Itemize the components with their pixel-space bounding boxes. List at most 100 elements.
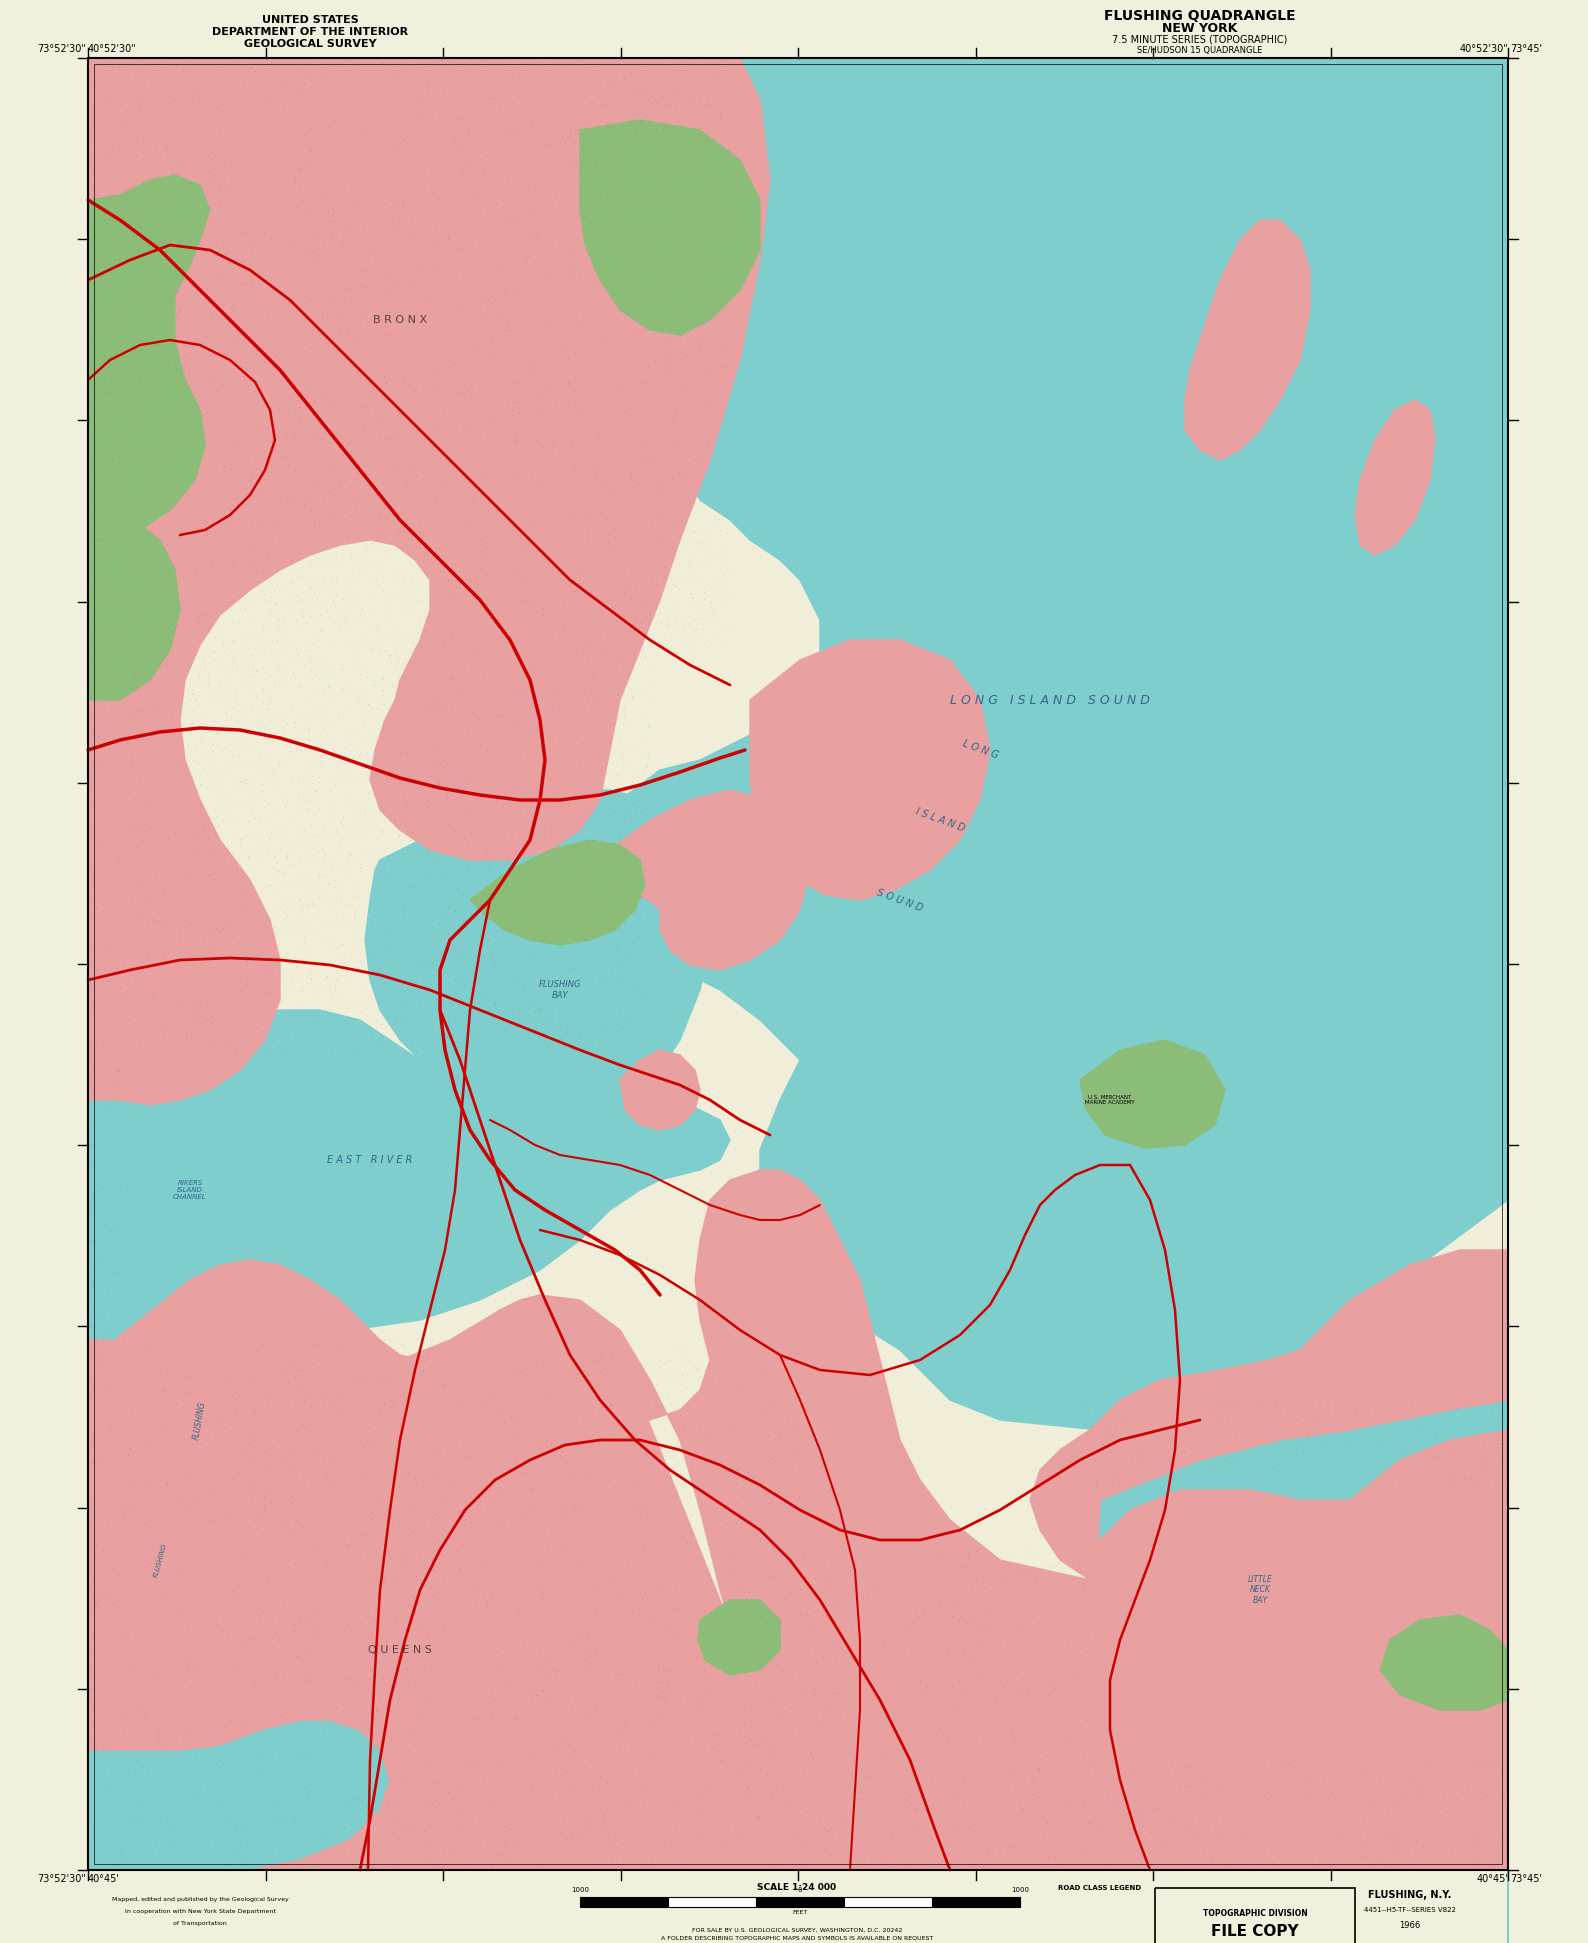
Point [346,200,372,231]
Point [76,1028,102,1059]
Point [83,66,108,97]
Point [673,136,699,167]
Point [241,1706,267,1737]
Point [84,1327,110,1358]
Point [272,159,297,190]
Point [319,563,345,595]
Point [495,202,521,233]
Point [354,272,380,303]
Point [503,1405,529,1436]
Point [534,758,559,789]
Point [1143,1832,1169,1863]
Point [468,422,494,453]
Point [667,51,692,82]
Point [707,503,732,534]
Point [691,614,716,645]
Point [456,1576,481,1607]
Point [86,649,111,680]
Point [225,1572,251,1603]
Point [688,1747,713,1778]
Point [75,630,100,661]
Point [457,1428,483,1459]
Point [121,752,146,783]
Point [383,1032,408,1063]
Point [340,204,365,235]
Point [224,1411,249,1442]
Point [634,1022,659,1053]
Point [581,229,607,260]
Point [337,938,362,970]
Point [394,1036,419,1067]
Point [742,1541,767,1572]
Point [272,1523,297,1554]
Point [686,595,711,626]
Point [453,1797,478,1828]
Point [270,1784,295,1815]
Point [197,251,222,282]
Point [183,241,208,272]
Point [634,983,659,1014]
Point [283,962,308,993]
Point [588,1407,613,1438]
Point [291,1663,316,1694]
Point [335,1364,360,1395]
Point [373,766,399,797]
Point [392,863,418,894]
Point [1088,1448,1113,1479]
Point [238,1739,264,1770]
Point [653,76,678,107]
Point [184,1034,210,1065]
Point [283,1615,308,1646]
Point [576,1504,602,1535]
Point [79,1813,105,1844]
Point [386,278,411,309]
Point [1132,1463,1158,1494]
Point [1135,1434,1161,1465]
Point [981,1683,1007,1714]
Point [78,1226,103,1257]
Point [605,1718,630,1749]
Point [548,169,573,200]
Point [662,222,688,253]
Point [510,725,535,756]
Point [381,1566,407,1597]
Point [765,1854,791,1885]
Point [640,383,665,414]
Point [1015,1854,1040,1885]
Point [276,1844,302,1875]
Point [1474,1747,1499,1778]
Point [696,359,721,391]
Point [542,1652,567,1683]
Point [438,620,464,651]
Point [416,1669,441,1700]
Point [1153,1790,1178,1821]
Point [667,361,692,392]
Point [596,729,621,760]
Point [770,1399,796,1430]
Point [321,1014,346,1045]
Point [265,975,291,1006]
Point [1039,1619,1064,1650]
Point [569,900,594,931]
Point [394,1387,419,1418]
Point [1390,1807,1415,1838]
Point [146,1325,172,1356]
Point [272,859,297,890]
Point [459,371,484,402]
Point [534,536,559,567]
Point [378,1723,403,1755]
Point [556,958,581,989]
Point [600,470,626,501]
Point [561,816,586,847]
Point [691,1799,716,1830]
Point [138,641,164,672]
Point [173,412,198,443]
Point [357,690,383,721]
Point [524,167,549,198]
Point [116,1098,141,1129]
Point [151,696,176,727]
Point [1463,1413,1488,1444]
Point [297,152,322,183]
Point [475,144,500,175]
Point [489,190,515,222]
